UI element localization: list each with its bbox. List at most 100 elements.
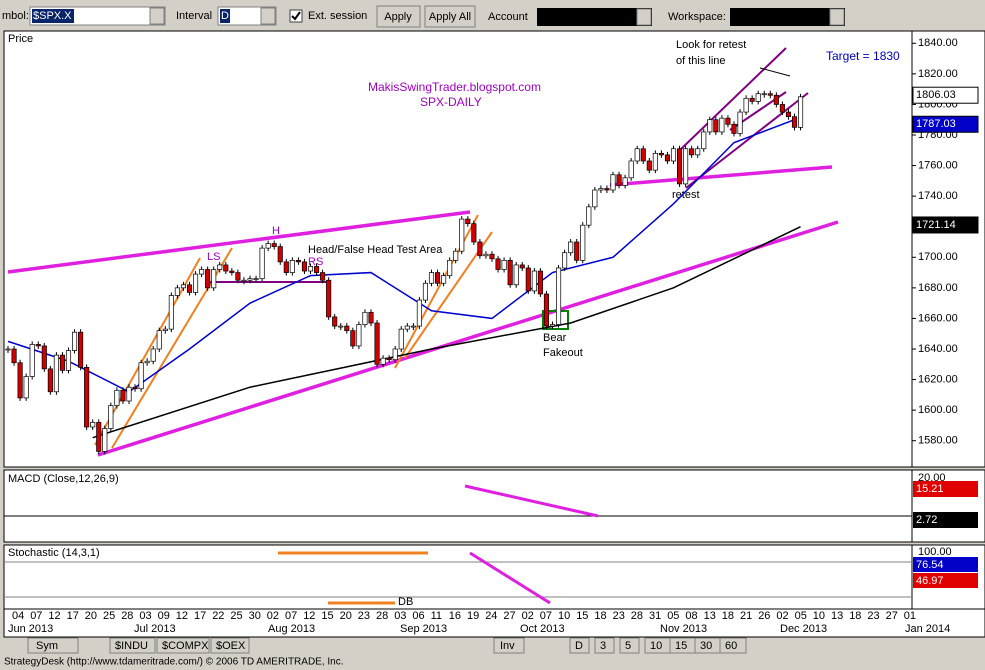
- candle: [555, 267, 562, 325]
- candle: [90, 422, 96, 428]
- interval-label: Interval: [176, 10, 212, 22]
- candle: [773, 94, 779, 105]
- y-tick-label: 1740.00: [918, 190, 958, 202]
- date-label: 16: [449, 610, 461, 622]
- candle: [477, 241, 483, 257]
- candle: [374, 322, 380, 365]
- candle: [586, 206, 592, 226]
- candle: [580, 224, 586, 261]
- candle: [404, 325, 410, 330]
- target: Target = 1830: [826, 49, 900, 63]
- candle: [368, 311, 374, 324]
- workspace-field[interactable]: [730, 8, 845, 26]
- moving-average: [92, 226, 801, 439]
- macd-top: 20.00: [918, 472, 946, 484]
- candle: [670, 148, 677, 162]
- tab[interactable]: [594, 637, 615, 654]
- stoch-k-box: [913, 557, 978, 572]
- inv-button[interactable]: [493, 637, 525, 654]
- tab[interactable]: [619, 637, 640, 654]
- price-panel: [3, 30, 913, 468]
- candle: [193, 273, 199, 293]
- candle: [519, 264, 525, 269]
- candle: [271, 243, 277, 247]
- candle: [410, 325, 416, 328]
- candle: [791, 116, 798, 128]
- candle: [592, 189, 598, 208]
- tab-label: 10: [650, 640, 662, 652]
- date-label: 12: [176, 610, 188, 622]
- candle: [713, 119, 719, 133]
- tab[interactable]: [719, 637, 747, 654]
- date-label: 24: [485, 610, 497, 622]
- date-label: 25: [103, 610, 115, 622]
- dropdown[interactable]: [636, 8, 652, 26]
- candle: [537, 270, 543, 295]
- candle: [126, 386, 132, 402]
- date-label: 05: [795, 610, 807, 622]
- arrow: [759, 67, 791, 77]
- candle: [797, 96, 804, 128]
- candle: [332, 316, 338, 327]
- account-field[interactable]: [537, 8, 652, 26]
- candle: [489, 253, 495, 260]
- candle: [755, 93, 761, 102]
- candle: [622, 177, 628, 186]
- date-label: 05: [667, 610, 679, 622]
- candle: [59, 354, 66, 371]
- candle: [731, 123, 737, 134]
- month-label: Oct 2013: [520, 623, 565, 635]
- dropdown[interactable]: [829, 8, 845, 26]
- candle: [78, 331, 84, 368]
- candle: [719, 117, 725, 133]
- dropdown[interactable]: [149, 7, 165, 25]
- date-label: 18: [849, 610, 861, 622]
- date-label: 02: [267, 610, 279, 622]
- sym-button[interactable]: [27, 637, 79, 654]
- candle: [102, 428, 108, 452]
- candle: [338, 325, 344, 328]
- tab[interactable]: [210, 637, 250, 654]
- account-label: Account: [488, 11, 528, 23]
- candle: [386, 357, 392, 361]
- candle: [549, 324, 556, 327]
- candle: [295, 259, 301, 263]
- candle: [725, 117, 731, 125]
- candle: [132, 386, 138, 390]
- tab[interactable]: [109, 637, 156, 654]
- note: Look for retest: [676, 39, 746, 51]
- candle: [17, 362, 23, 399]
- tab-label: $COMPX: [162, 640, 209, 652]
- tab-label: 60: [725, 640, 737, 652]
- candle: [525, 267, 531, 292]
- value-box: [912, 216, 979, 234]
- candle: [761, 93, 767, 96]
- value-label: 1787.03: [916, 118, 956, 130]
- date-label: 01: [904, 610, 916, 622]
- date-label: 25: [230, 610, 242, 622]
- candle: [253, 278, 259, 281]
- tab[interactable]: [156, 637, 210, 654]
- candle: [229, 270, 235, 273]
- tab[interactable]: [569, 637, 590, 654]
- candle: [683, 148, 689, 185]
- dropdown[interactable]: [260, 7, 276, 25]
- apply-all-button[interactable]: [424, 5, 476, 28]
- candle: [356, 324, 362, 347]
- date-label: 12: [303, 610, 315, 622]
- y-tick-label: 1660.00: [918, 312, 958, 324]
- candle: [664, 154, 671, 162]
- candle: [531, 270, 537, 292]
- date-label: 19: [467, 610, 479, 622]
- month-label: Dec 2013: [780, 623, 827, 635]
- candle: [707, 119, 713, 133]
- pattern-label: RS: [308, 256, 323, 268]
- tab-label: 5: [625, 640, 631, 652]
- candle: [265, 243, 271, 249]
- candle: [501, 259, 507, 270]
- apply-button[interactable]: [376, 5, 421, 28]
- date-label: 31: [649, 610, 661, 622]
- candle: [320, 272, 326, 281]
- candle: [205, 269, 211, 289]
- month-label: Aug 2013: [268, 623, 315, 635]
